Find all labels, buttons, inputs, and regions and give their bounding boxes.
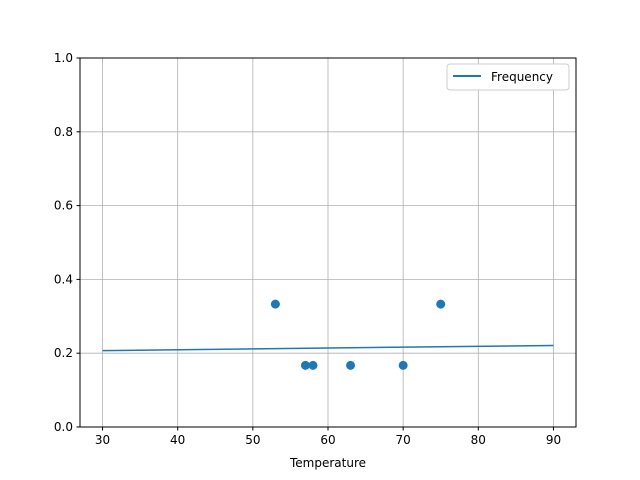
legend: Frequency — [446, 63, 570, 91]
y-tick-label: 0.8 — [54, 125, 73, 139]
x-tick-label: 60 — [320, 433, 335, 447]
x-tick-label: 30 — [95, 433, 110, 447]
x-tick-label: 80 — [471, 433, 486, 447]
scatter-point — [300, 360, 310, 370]
marks — [102, 299, 554, 370]
scatter-point — [436, 299, 446, 309]
scatter-point — [346, 360, 356, 370]
y-tick-label: 1.0 — [54, 51, 73, 65]
y-tick-label: 0.2 — [54, 346, 73, 360]
x-tick-label: 50 — [245, 433, 260, 447]
scatter-point — [308, 360, 318, 370]
ticks: 30 40 50 60 70 80 90 0.0 0.2 0.4 0.6 0.8 1.0 — [54, 51, 561, 447]
x-tick-label: 90 — [546, 433, 561, 447]
y-tick-label: 0.0 — [54, 420, 73, 434]
scatter-point — [270, 299, 280, 309]
frequency-line — [102, 344, 554, 352]
y-tick-label: 0.4 — [54, 272, 73, 286]
scatter-point — [398, 360, 408, 370]
legend-label: Frequency — [491, 70, 553, 84]
y-tick-label: 0.6 — [54, 199, 73, 213]
x-axis-label: Temperature — [289, 456, 366, 470]
x-tick-label: 40 — [170, 433, 185, 447]
x-tick-label: 70 — [396, 433, 411, 447]
